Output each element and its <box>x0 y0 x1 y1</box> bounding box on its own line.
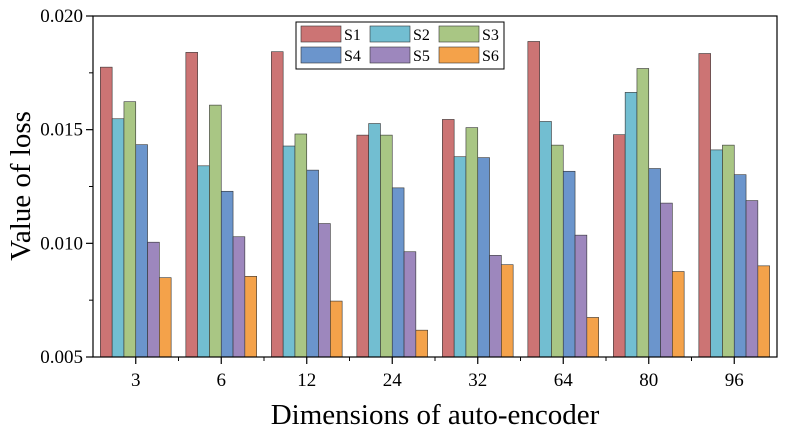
x-tick-label: 96 <box>725 370 744 391</box>
bar-s1-80 <box>613 134 626 358</box>
axes-layer: 0.005 0.010 0.015 0.020 3 6 12 24 32 64 80 96 <box>40 6 744 391</box>
legend-swatch-s4 <box>300 46 342 64</box>
bar-s3-12 <box>294 133 308 358</box>
bar-s5-12 <box>318 223 331 358</box>
x-axis-title: Dimensions of auto-encoder <box>271 399 600 431</box>
bar-s4-12 <box>306 169 319 358</box>
x-tick-label: 3 <box>131 370 141 391</box>
bar-s4-3 <box>135 144 148 358</box>
x-tick-label: 32 <box>468 370 487 391</box>
legend-swatch-s5 <box>369 46 411 64</box>
bar-s4-24 <box>391 187 405 358</box>
bar-s2-80 <box>624 92 638 358</box>
bar-s5-80 <box>660 202 673 358</box>
bar-s5-32 <box>489 255 502 358</box>
bar-s6-32 <box>501 264 514 358</box>
bar-s2-6 <box>197 165 210 358</box>
bar-s6-24 <box>415 329 428 358</box>
x-tick-label: 6 <box>217 370 227 391</box>
bar-s2-96 <box>710 149 723 358</box>
legend: S1 S2 S3 S4 S5 S6 <box>295 21 505 70</box>
bar-s5-64 <box>574 234 588 358</box>
bar-s2-12 <box>282 145 296 358</box>
bar-s4-96 <box>733 174 747 358</box>
bar-s4-6 <box>220 190 234 358</box>
legend-label-s2: S2 <box>413 27 430 44</box>
legend-swatch-s1 <box>300 25 342 43</box>
bar-s5-96 <box>745 200 759 358</box>
bar-s2-3 <box>111 118 125 358</box>
bar-s4-80 <box>648 168 661 358</box>
bar-s2-32 <box>453 156 467 358</box>
bar-s6-96 <box>757 265 770 358</box>
x-tick-label: 64 <box>554 370 574 391</box>
bar-s4-64 <box>562 170 576 358</box>
bar-s1-24 <box>356 134 369 358</box>
bar-s3-32 <box>465 127 479 358</box>
legend-label-s4: S4 <box>344 48 361 65</box>
legend-label-s1: S1 <box>344 27 361 44</box>
x-tick-label: 12 <box>297 370 316 391</box>
bar-s3-24 <box>380 134 393 358</box>
legend-label-s6: S6 <box>482 48 499 65</box>
bar-s2-24 <box>368 123 381 358</box>
bar-s3-3 <box>123 101 137 358</box>
bar-s1-96 <box>698 53 711 358</box>
bar-s6-6 <box>244 275 257 358</box>
legend-label-s5: S5 <box>413 48 430 65</box>
bar-s1-64 <box>527 41 540 358</box>
bar-s1-32 <box>442 119 455 358</box>
bar-s6-64 <box>586 317 599 358</box>
bar-s3-64 <box>551 144 564 358</box>
y-axis-title: Value of loss <box>5 111 37 261</box>
bar-s3-80 <box>636 68 650 358</box>
y-tick-label: 0.015 <box>40 120 83 141</box>
legend-swatch-s2 <box>369 25 411 43</box>
bar-s3-6 <box>209 104 222 358</box>
bar-s6-80 <box>672 271 685 358</box>
bar-s3-96 <box>722 144 735 358</box>
x-tick-label: 24 <box>383 370 403 391</box>
bar-s1-12 <box>271 51 284 358</box>
bar-s6-3 <box>159 277 172 358</box>
legend-label-s3: S3 <box>482 27 499 44</box>
bar-s2-64 <box>539 121 552 358</box>
bar-s6-12 <box>330 300 343 358</box>
bar-s5-3 <box>147 241 160 358</box>
bar-s1-6 <box>185 52 198 358</box>
bar-s1-3 <box>100 66 113 358</box>
bars-layer <box>100 41 770 358</box>
y-tick-label: 0.020 <box>40 6 83 27</box>
bar-s5-24 <box>403 251 417 358</box>
legend-swatch-s6 <box>438 46 480 64</box>
bar-s4-32 <box>477 157 490 358</box>
y-tick-label: 0.010 <box>40 233 83 254</box>
legend-swatch-s3 <box>438 25 480 43</box>
bar-s5-6 <box>232 236 246 358</box>
x-tick-label: 80 <box>639 370 658 391</box>
y-tick-label: 0.005 <box>40 347 83 368</box>
